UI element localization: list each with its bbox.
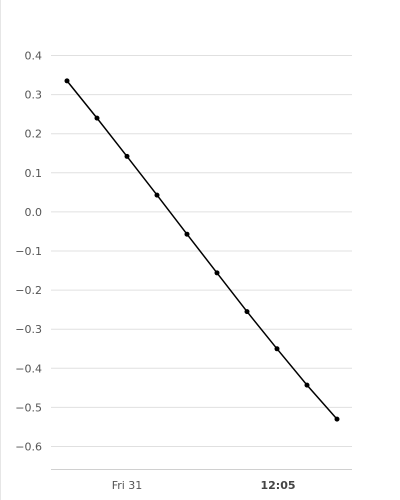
data-point[interactable] <box>94 115 100 121</box>
y-tick-label: −0.1 <box>15 245 42 258</box>
x-tick-label: Fri 31 <box>112 479 143 492</box>
y-tick-label: 0.3 <box>25 89 43 102</box>
y-tick-label: 0.1 <box>25 167 43 180</box>
series-line <box>66 80 338 420</box>
y-tick-label: 0.4 <box>25 50 43 63</box>
data-point[interactable] <box>304 382 310 388</box>
y-tick-label: −0.5 <box>15 401 42 414</box>
y-tick-label: 0.2 <box>25 128 43 141</box>
y-axis-ticks: 0.4 0.3 0.2 0.1 0.0 −0.1 −0.2 −0.3 −0.4 −0.5 −0.6 <box>15 50 42 454</box>
data-point[interactable] <box>64 78 70 84</box>
data-point[interactable] <box>124 153 130 159</box>
y-tick-label: 0.0 <box>25 206 43 219</box>
y-tick-label: −0.6 <box>15 441 42 454</box>
x-axis-ticks: Fri 31 12:05 <box>112 479 296 492</box>
y-tick-label: −0.2 <box>15 284 42 297</box>
data-point[interactable] <box>184 231 190 237</box>
y-tick-label: −0.4 <box>15 362 42 375</box>
y-tick-label: −0.3 <box>15 323 42 336</box>
series-layer <box>64 78 340 422</box>
x-tick-label: 12:05 <box>260 479 295 492</box>
data-point[interactable] <box>154 192 160 198</box>
data-point[interactable] <box>274 346 280 352</box>
data-point[interactable] <box>334 416 340 422</box>
data-point[interactable] <box>244 309 250 315</box>
data-point[interactable] <box>214 270 220 276</box>
gridlines <box>51 55 352 470</box>
